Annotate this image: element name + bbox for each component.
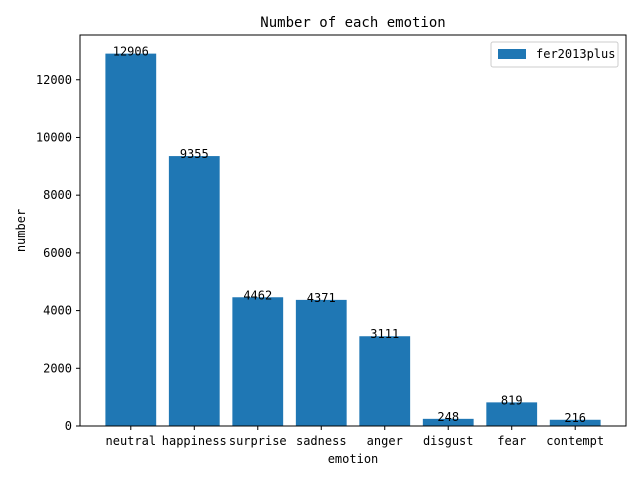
bar-sadness — [295, 299, 347, 426]
data-label-happiness: 9355 — [180, 147, 209, 161]
bar-happiness — [168, 156, 220, 426]
x-tick-label-sadness: sadness — [296, 434, 347, 448]
bar-surprise — [232, 297, 284, 426]
data-label-anger: 3111 — [370, 327, 399, 341]
bar-fear — [486, 402, 538, 426]
y-tick-label: 0 — [65, 419, 72, 433]
x-tick-label-fear: fear — [497, 434, 526, 448]
x-axis-label: emotion — [328, 452, 379, 466]
x-tick-label-neutral: neutral — [106, 434, 157, 448]
y-tick-label: 10000 — [36, 130, 72, 144]
legend-box — [490, 41, 619, 68]
bar-anger — [359, 336, 411, 426]
data-label-sadness: 4371 — [307, 291, 336, 305]
data-label-disgust: 248 — [437, 410, 459, 424]
legend-series-name: fer2013plus — [536, 47, 615, 61]
y-axis-label: number — [14, 209, 28, 252]
x-tick-label-anger: anger — [367, 434, 403, 448]
legend: fer2013plus — [490, 41, 619, 68]
data-label-neutral: 12906 — [113, 45, 149, 59]
data-label-contempt: 216 — [564, 411, 586, 425]
x-tick-label-happiness: happiness — [162, 434, 227, 448]
bar-disgust — [422, 418, 474, 426]
axes-frame — [79, 34, 627, 427]
legend-swatch — [498, 49, 526, 59]
y-tick-label: 8000 — [43, 188, 72, 202]
y-tick-label: 12000 — [36, 73, 72, 87]
y-tick-label: 4000 — [43, 304, 72, 318]
y-tick-label: 2000 — [43, 361, 72, 375]
chart-title: Number of each emotion — [260, 15, 445, 31]
data-label-surprise: 4462 — [243, 288, 272, 302]
bar-contempt — [549, 419, 601, 426]
x-tick-label-contempt: contempt — [546, 434, 604, 448]
x-tick-label-disgust: disgust — [423, 434, 474, 448]
bar-neutral — [105, 53, 157, 427]
y-tick-label: 6000 — [43, 246, 72, 260]
data-label-fear: 819 — [501, 393, 523, 407]
x-tick-label-surprise: surprise — [229, 434, 287, 448]
